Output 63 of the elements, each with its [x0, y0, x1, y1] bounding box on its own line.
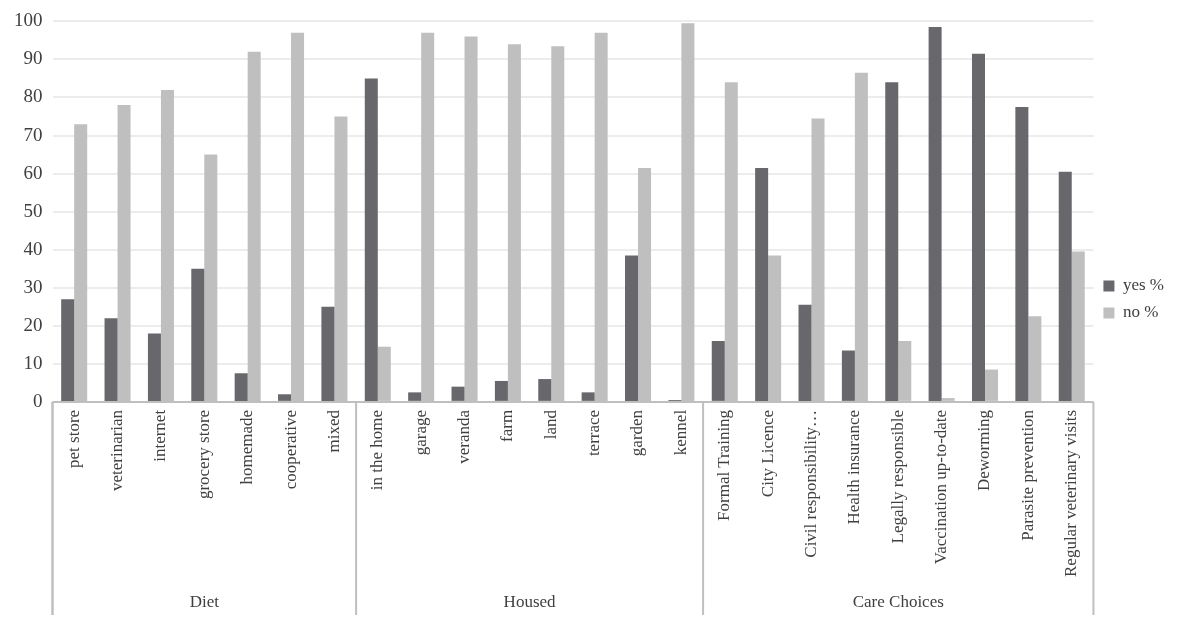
legend-label: yes % [1122, 275, 1165, 295]
bar [581, 392, 595, 401]
y-tick-label: 10 [23, 351, 43, 373]
bar [971, 53, 985, 401]
bar [538, 379, 552, 401]
x-tick-label: Deworming [974, 409, 994, 492]
bar [364, 78, 378, 401]
bar [408, 392, 422, 401]
x-tick-label: cooperative [280, 409, 300, 490]
x-tick-label: Vaccination up-to-date [931, 409, 951, 565]
bar [711, 341, 725, 401]
bar [885, 82, 899, 401]
x-tick-label: City Licence [757, 409, 777, 498]
bar [798, 304, 812, 401]
y-tick-label: 100 [14, 9, 43, 31]
bar [755, 167, 769, 401]
y-tick-label: 50 [23, 199, 43, 221]
bar [1015, 107, 1029, 401]
bar [61, 299, 75, 401]
y-tick-label: 40 [23, 237, 43, 259]
bar [928, 27, 942, 401]
y-tick-label: 60 [23, 161, 43, 183]
x-tick-label: land [540, 409, 560, 440]
y-tick-label: 30 [23, 275, 43, 297]
x-tick-label: kennel [670, 409, 690, 456]
bar [841, 350, 855, 401]
x-tick-label: Parasite prevention [1017, 409, 1037, 541]
x-tick-label: mixed [323, 409, 343, 453]
bar [625, 255, 639, 401]
bar [147, 333, 161, 401]
x-tick-label: veterinarian [107, 409, 127, 492]
bar [1058, 171, 1072, 401]
x-tick-label: homemade [237, 409, 257, 485]
bar [321, 306, 335, 401]
bar [494, 380, 508, 401]
x-tick-label: garage [410, 409, 430, 456]
x-tick-label: Legally responsible [887, 409, 907, 544]
bar [278, 394, 292, 401]
x-tick-label: Formal Training [714, 409, 734, 521]
text: Housed [503, 592, 557, 612]
text: Diet [189, 592, 220, 612]
legend-label: no % [1122, 302, 1159, 322]
x-tick-label: terrace [584, 409, 604, 457]
x-tick-label: veranda [454, 409, 473, 464]
x-tick-label: Regular veterinary visits [1061, 409, 1081, 578]
x-tick-label: Civil responsibility… [800, 409, 820, 558]
x-tick-label: Health insurance [844, 409, 864, 525]
bar [191, 268, 205, 401]
bar [451, 386, 465, 401]
x-tick-label: farm [497, 409, 517, 442]
text: Care Choices [852, 592, 944, 612]
x-tick-label: in the home [367, 409, 387, 491]
bar [234, 373, 248, 401]
bar [104, 318, 118, 401]
y-tick-label: 20 [23, 313, 43, 335]
y-tick-label: 0 [33, 389, 43, 411]
x-tick-label: internet [150, 409, 170, 462]
y-tick-label: 70 [23, 123, 43, 145]
x-tick-label: garden [627, 409, 647, 457]
x-tick-label: pet store [63, 409, 83, 468]
x-tick-label: grocery store [193, 409, 213, 500]
y-tick-label: 90 [23, 47, 43, 69]
y-tick-label: 80 [23, 85, 43, 107]
